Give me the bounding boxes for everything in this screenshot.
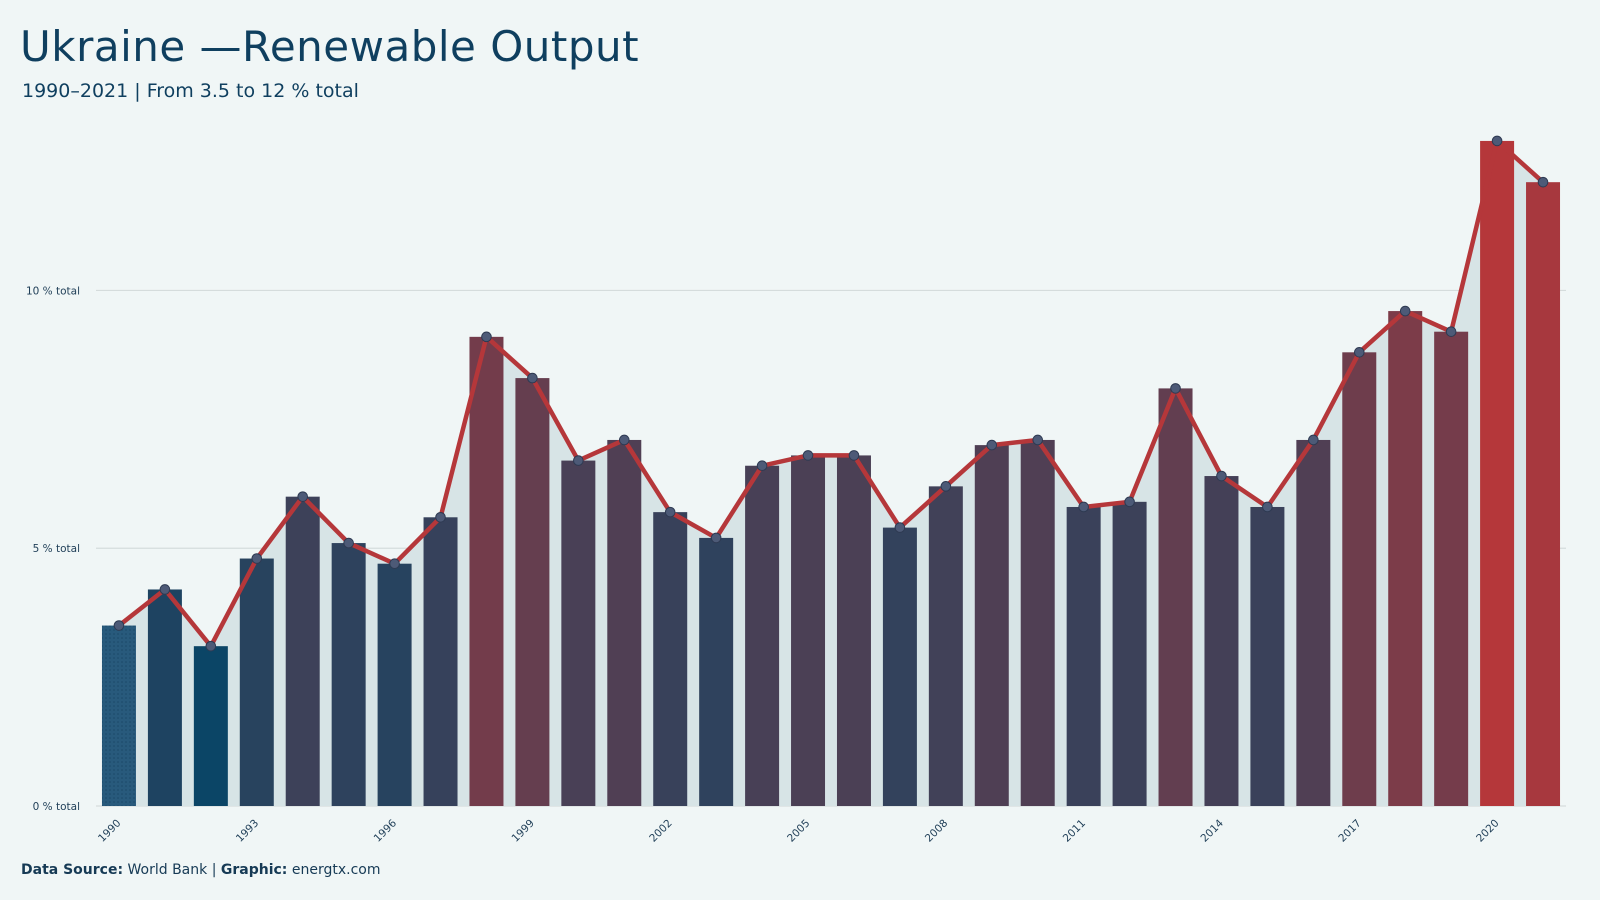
point-2002 [664,506,676,518]
bar-1992 [193,646,228,806]
bar-1993 [239,558,274,806]
point-1990 [113,620,125,631]
source-value: World Bank [127,862,208,878]
y-tick-label: 5 % total [33,543,80,555]
point-2012 [1124,496,1135,508]
point-2015 [1262,501,1273,513]
bar-2009 [974,445,1009,806]
bar-2021 [1526,182,1561,806]
x-tick-label: 2005 [785,817,812,844]
bar-2007 [882,527,917,806]
trend-line [117,138,1545,649]
line-layer [117,138,1545,649]
x-tick-label: 2017 [1336,817,1363,844]
point-1996 [389,558,400,569]
bar-2001 [607,439,642,806]
point-2019 [1445,326,1457,337]
bar-1997 [423,517,458,806]
point-2017 [1353,347,1365,358]
point-2018 [1399,305,1411,317]
bar-1994 [285,496,320,806]
chart-title: Ukraine —Renewable Output [20,22,640,71]
x-tick-label: 2020 [1474,817,1501,844]
x-tick-label: 2011 [1061,817,1088,844]
bar-2002 [653,512,688,806]
point-2014 [1216,470,1227,482]
point-1995 [343,537,354,549]
bar-2019 [1434,331,1469,806]
point-2000 [573,455,584,466]
graphic-value: energtx.com [291,862,381,878]
bar-2008 [928,486,963,806]
point-2016 [1308,434,1319,446]
bar-1996 [377,563,412,806]
x-tick-label: 1999 [509,817,536,844]
x-tick-label: 1993 [234,817,261,844]
point-2005 [802,450,814,461]
x-tick-label: 1996 [372,817,400,845]
x-tick-label: 2008 [923,817,950,844]
source-label: Data Source: [21,862,124,878]
point-2009 [986,439,998,451]
bar-2011 [1066,506,1101,806]
point-2010 [1032,434,1044,446]
bar-2017 [1342,352,1377,806]
point-2001 [618,434,630,446]
bar-2014 [1204,476,1239,806]
bar-2020 [1480,140,1515,806]
chart-subtitle: 1990–2021 | From 3.5 to 12 % total [22,80,359,102]
bar-2016 [1296,439,1331,806]
x-tick-label: 2014 [1199,817,1227,845]
point-2004 [756,460,768,472]
bar-2013 [1158,388,1193,806]
bar-2015 [1250,506,1285,806]
bar-1999 [515,378,550,806]
bar-2006 [836,455,871,806]
bar-2000 [561,460,596,806]
point-1997 [435,511,446,523]
x-tick-label: 1990 [96,817,123,844]
point-1998 [481,331,492,343]
point-2006 [848,450,860,461]
bar-2005 [791,455,826,806]
y-tick-label: 0 % total [33,801,80,813]
footer-separator: | [211,862,217,878]
bar-2012 [1112,501,1147,806]
point-2008 [940,481,952,492]
point-1993 [251,553,263,564]
y-tick-label: 10 % total [26,285,80,297]
footer: Data Source: World Bank | Graphic: energ… [21,862,380,878]
point-1991 [159,584,171,595]
point-2021 [1537,176,1549,188]
x-tick-label: 2002 [647,817,674,844]
point-layer [113,135,1549,652]
graphic-label: Graphic: [220,862,288,878]
point-2011 [1078,501,1089,513]
bar-2010 [1020,439,1055,806]
bar-layer [101,140,1561,806]
point-2020 [1491,135,1503,147]
bar-1995 [331,543,366,806]
point-1999 [527,372,538,384]
bar-1991 [147,589,182,806]
point-2013 [1170,383,1181,394]
point-1992 [205,640,217,652]
point-2007 [894,522,906,533]
point-1994 [297,491,309,502]
bar-2018 [1388,311,1423,806]
bar-2004 [745,465,780,806]
point-2003 [710,532,722,544]
bar-1990 [101,625,136,806]
bar-2003 [699,537,734,806]
bar-1998 [469,336,504,806]
